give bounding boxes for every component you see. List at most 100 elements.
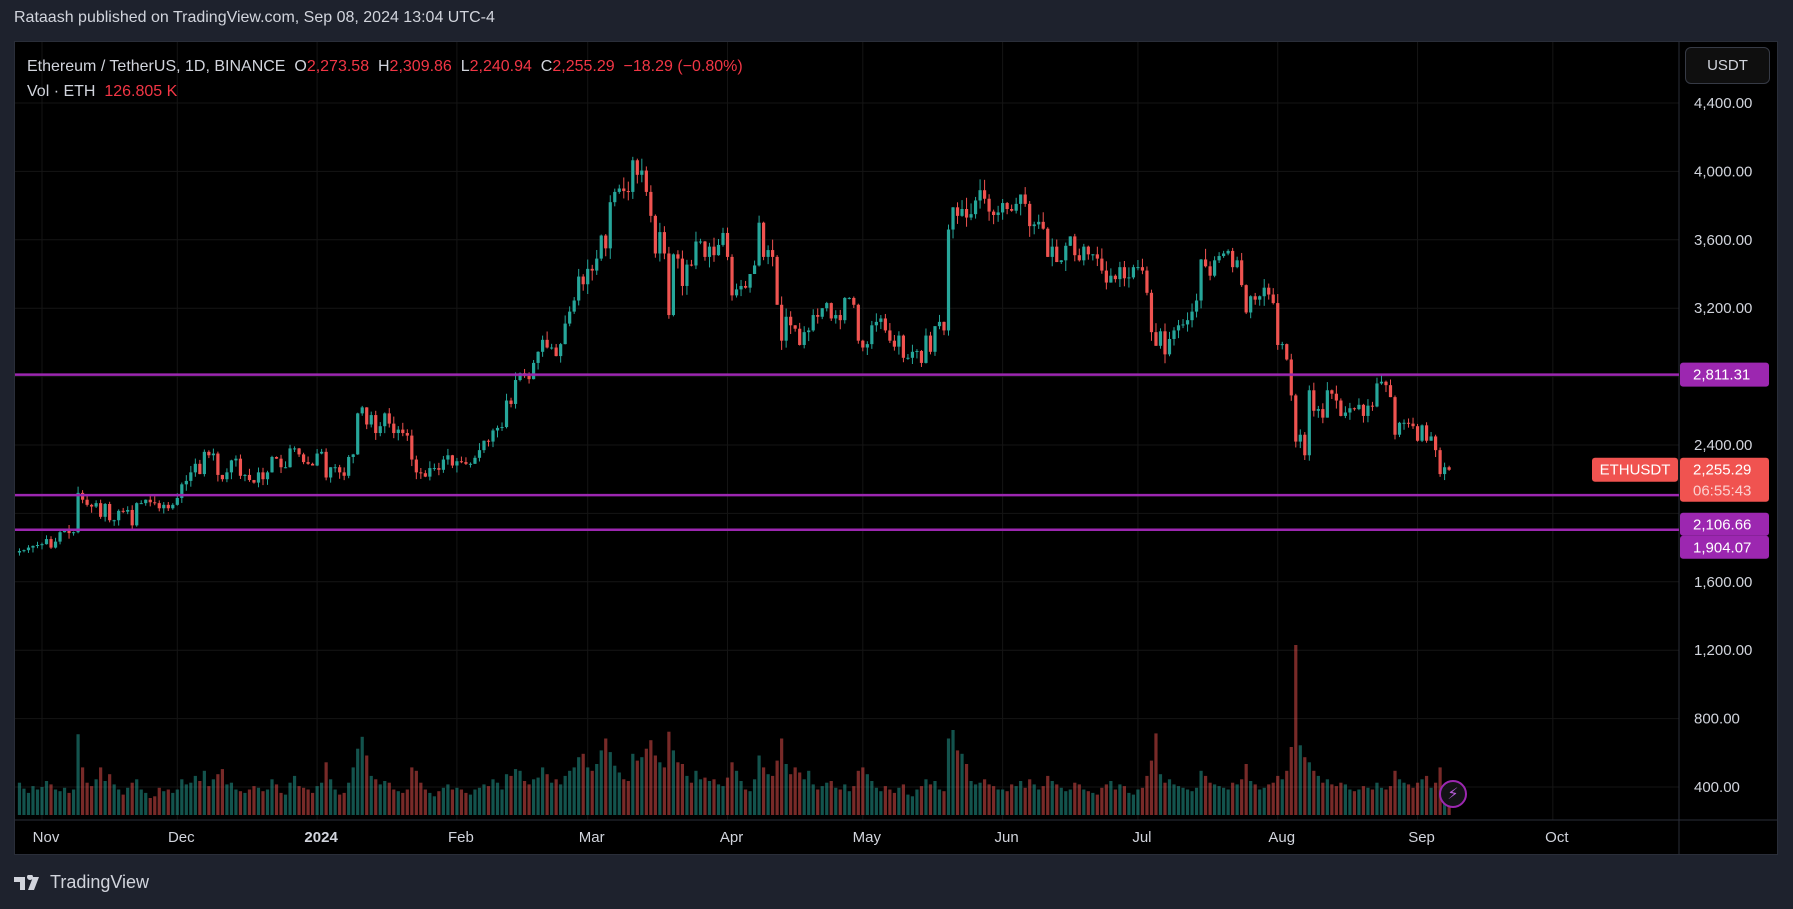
candle-body xyxy=(653,215,657,254)
volume-bar xyxy=(721,786,725,815)
candle-body xyxy=(685,264,689,286)
volume-label[interactable]: Vol · ETH xyxy=(27,83,96,100)
volume-bar xyxy=(1014,786,1018,815)
candle-body xyxy=(1131,267,1136,278)
candle-body xyxy=(1249,296,1253,313)
volume-bar xyxy=(680,764,685,815)
candle-body xyxy=(1041,221,1045,229)
candle-body xyxy=(577,276,581,301)
candle-body xyxy=(62,530,67,533)
candle-body xyxy=(1339,400,1343,416)
volume-bar xyxy=(509,775,513,815)
candle-body xyxy=(771,250,775,257)
volume-bar xyxy=(378,784,382,815)
volume-bar xyxy=(166,789,170,815)
volume-bar xyxy=(225,784,229,815)
volume-bar xyxy=(996,789,1000,815)
candle-body xyxy=(1258,296,1262,300)
volume-bar xyxy=(374,779,378,815)
candle-body xyxy=(238,458,243,476)
tradingview-logo-icon xyxy=(14,874,39,890)
lightning-icon[interactable]: ⚡︎ xyxy=(1439,780,1467,808)
volume-bar xyxy=(26,792,31,815)
volume-bar xyxy=(712,779,716,815)
volume-bar xyxy=(847,791,851,815)
candle-body xyxy=(414,459,418,473)
candle-body xyxy=(468,463,473,465)
candle-body xyxy=(1312,390,1316,411)
candle-body xyxy=(1019,194,1023,204)
candle-body xyxy=(536,351,540,363)
candle-body xyxy=(324,451,328,478)
volume-bar xyxy=(1118,784,1122,815)
volume-bar xyxy=(157,787,161,815)
candle-body xyxy=(351,454,355,457)
candle-body xyxy=(374,415,378,434)
volume-bar xyxy=(410,767,414,815)
chart-frame[interactable] xyxy=(14,41,1778,855)
volume-bar xyxy=(1222,787,1226,815)
volume-bar xyxy=(90,786,94,815)
volume-bar xyxy=(671,750,675,815)
candle-body xyxy=(1145,270,1149,293)
volume-bar xyxy=(892,792,896,815)
candle-body xyxy=(852,297,856,305)
candle-body xyxy=(387,413,391,424)
candle-body xyxy=(1050,246,1054,257)
volume-bar xyxy=(676,762,680,815)
candle-body xyxy=(1443,467,1447,475)
volume-bar xyxy=(1370,789,1375,815)
volume-bar xyxy=(342,792,346,815)
candle-body xyxy=(982,190,987,199)
volume-bar xyxy=(1122,786,1126,815)
candle-body xyxy=(1104,270,1108,283)
volume-bar xyxy=(536,777,540,815)
candle-body xyxy=(1064,245,1068,261)
candle-body xyxy=(130,509,134,526)
volume-bar xyxy=(306,789,310,815)
y-tick-label: 2,400.00 xyxy=(1694,437,1752,454)
symbol-title[interactable]: Ethereum / TetherUS, 1D, BINANCE xyxy=(27,58,286,75)
candle-body xyxy=(1397,422,1402,435)
candle-body xyxy=(162,504,166,509)
volume-bar xyxy=(1231,782,1235,815)
candle-body xyxy=(739,285,743,290)
volume-bar xyxy=(1402,782,1406,815)
candle-body xyxy=(216,453,220,475)
candle-body xyxy=(1086,246,1090,255)
candle-body xyxy=(1028,203,1032,227)
high-label: H xyxy=(377,58,390,75)
currency-button[interactable]: USDT xyxy=(1685,47,1770,84)
candle-body xyxy=(423,473,427,477)
candle-body xyxy=(928,335,933,352)
candle-body xyxy=(1316,409,1320,411)
volume-bar xyxy=(184,784,188,815)
volume-bar xyxy=(333,789,337,815)
volume-bar xyxy=(1041,786,1045,815)
volume-bar xyxy=(1185,789,1190,815)
candle-body xyxy=(716,244,721,256)
volume-bar xyxy=(1077,784,1081,815)
volume-bar xyxy=(1411,787,1415,815)
volume-bar xyxy=(743,789,748,815)
candle-body xyxy=(1307,390,1311,456)
volume-bar xyxy=(347,782,351,815)
volume-bar xyxy=(76,734,80,815)
candle-body xyxy=(671,254,675,316)
volume-bar xyxy=(951,730,955,815)
candle-body xyxy=(689,264,694,266)
candle-body xyxy=(901,335,906,358)
candle-body xyxy=(1091,254,1095,256)
candle-body xyxy=(392,423,396,434)
candle-body xyxy=(1303,434,1307,456)
candle-body xyxy=(870,325,874,345)
candle-body xyxy=(153,502,157,504)
volume-bar xyxy=(513,769,518,815)
volume-bar xyxy=(1019,781,1023,815)
candle-body xyxy=(613,191,617,203)
volume-bar xyxy=(292,775,297,815)
volume-bar xyxy=(338,794,342,815)
level-price-label: 2,106.66 xyxy=(1693,517,1751,534)
candle-body xyxy=(139,503,143,505)
